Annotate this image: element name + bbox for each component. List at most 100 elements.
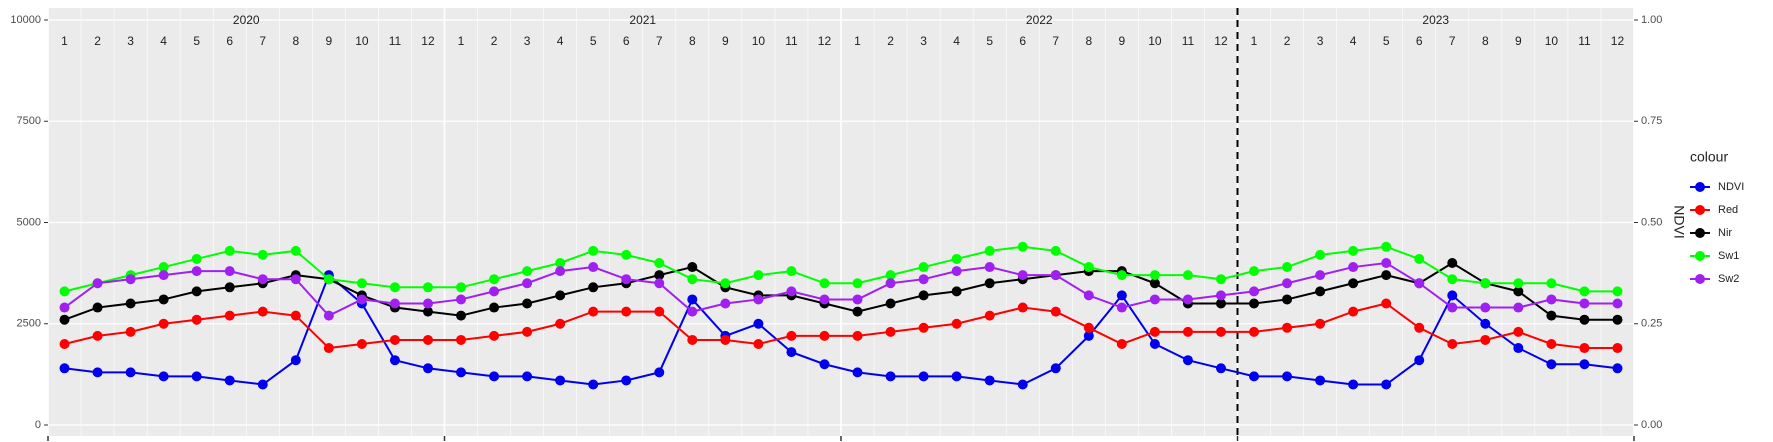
data-point [158,371,169,382]
data-point [1546,339,1557,349]
legend-marker [1695,182,1705,192]
data-point [654,306,665,317]
data-point [621,249,632,260]
data-point [1546,278,1557,289]
data-point [819,359,830,370]
data-point [1215,363,1226,374]
data-point [1050,245,1061,256]
data-point [1612,343,1623,354]
month-label: 12 [818,34,832,48]
data-point [422,306,433,317]
legend-label: Red [1718,204,1738,216]
legend-title: colour [1690,149,1728,165]
data-point [1315,249,1326,260]
data-point [1315,270,1326,281]
month-label: 6 [1416,34,1423,48]
data-point [1381,298,1392,309]
data-point [92,278,103,289]
data-point [389,355,400,366]
data-point [1480,278,1491,289]
data-point [290,310,301,321]
data-point [1414,253,1425,264]
month-label: 11 [1182,34,1195,48]
y2-tick-label: 0.25 [1641,318,1662,330]
data-point [422,363,433,374]
data-point [1546,359,1557,370]
month-label: 12 [1611,34,1625,48]
data-point [257,306,268,317]
data-point [456,294,467,305]
month-label: 12 [421,34,435,48]
data-point [1612,314,1623,325]
month-label: 10 [1148,34,1162,48]
data-point [191,266,202,277]
data-point [1083,290,1094,301]
month-label: 12 [1214,34,1228,48]
data-point [191,253,202,264]
data-point [489,371,500,382]
data-point [125,274,136,285]
data-point [125,326,136,337]
data-point [786,330,797,341]
month-label: 8 [1482,34,1489,48]
month-label: 7 [259,34,266,48]
data-point [1315,286,1326,297]
month-label: 3 [920,34,927,48]
data-point [951,318,962,329]
data-point [1182,294,1193,305]
data-point [1282,322,1293,333]
month-label: 2 [94,34,101,48]
data-point [555,375,566,386]
month-label: 8 [1085,34,1092,48]
month-label: 9 [722,34,729,48]
data-point [356,339,367,349]
y2-tick-label: 0.75 [1641,115,1662,127]
y-tick-label: 10000 [10,14,41,26]
legend-label: NDVI [1718,181,1744,193]
data-point [819,278,830,289]
y-tick-label: 5000 [17,216,41,228]
legend-label: Sw1 [1718,250,1739,262]
data-point [687,262,698,273]
month-label: 8 [292,34,299,48]
month-label: 4 [160,34,167,48]
data-point [59,286,70,297]
data-point [1315,375,1326,386]
data-point [1348,379,1359,390]
month-label: 2 [491,34,498,48]
data-point [1116,339,1127,349]
month-label: 5 [986,34,993,48]
data-point [224,282,235,293]
data-point [984,262,995,273]
data-point [257,274,268,285]
month-label: 3 [127,34,134,48]
data-point [918,290,929,301]
data-point [786,266,797,277]
month-label: 9 [326,34,333,48]
data-point [456,367,467,378]
data-point [654,258,665,268]
y2-tick-label: 1.00 [1641,14,1662,26]
data-point [1447,302,1458,313]
data-point [224,310,235,321]
data-point [555,266,566,277]
series-line [64,273,1618,386]
data-point [356,278,367,289]
data-point [984,245,995,256]
data-point [1182,355,1193,366]
data-point [1083,330,1094,341]
year-label: 2023 [1422,13,1449,27]
data-point [92,367,103,378]
data-point [918,262,929,273]
data-point [1182,326,1193,337]
data-point [1546,294,1557,305]
data-point [1215,298,1226,309]
data-point [1282,278,1293,289]
data-point [1282,371,1293,382]
month-label: 6 [623,34,630,48]
data-point [1050,306,1061,317]
series-line [64,261,1618,321]
data-point [290,355,301,366]
y-tick-label: 2500 [17,318,41,330]
data-point [786,286,797,297]
